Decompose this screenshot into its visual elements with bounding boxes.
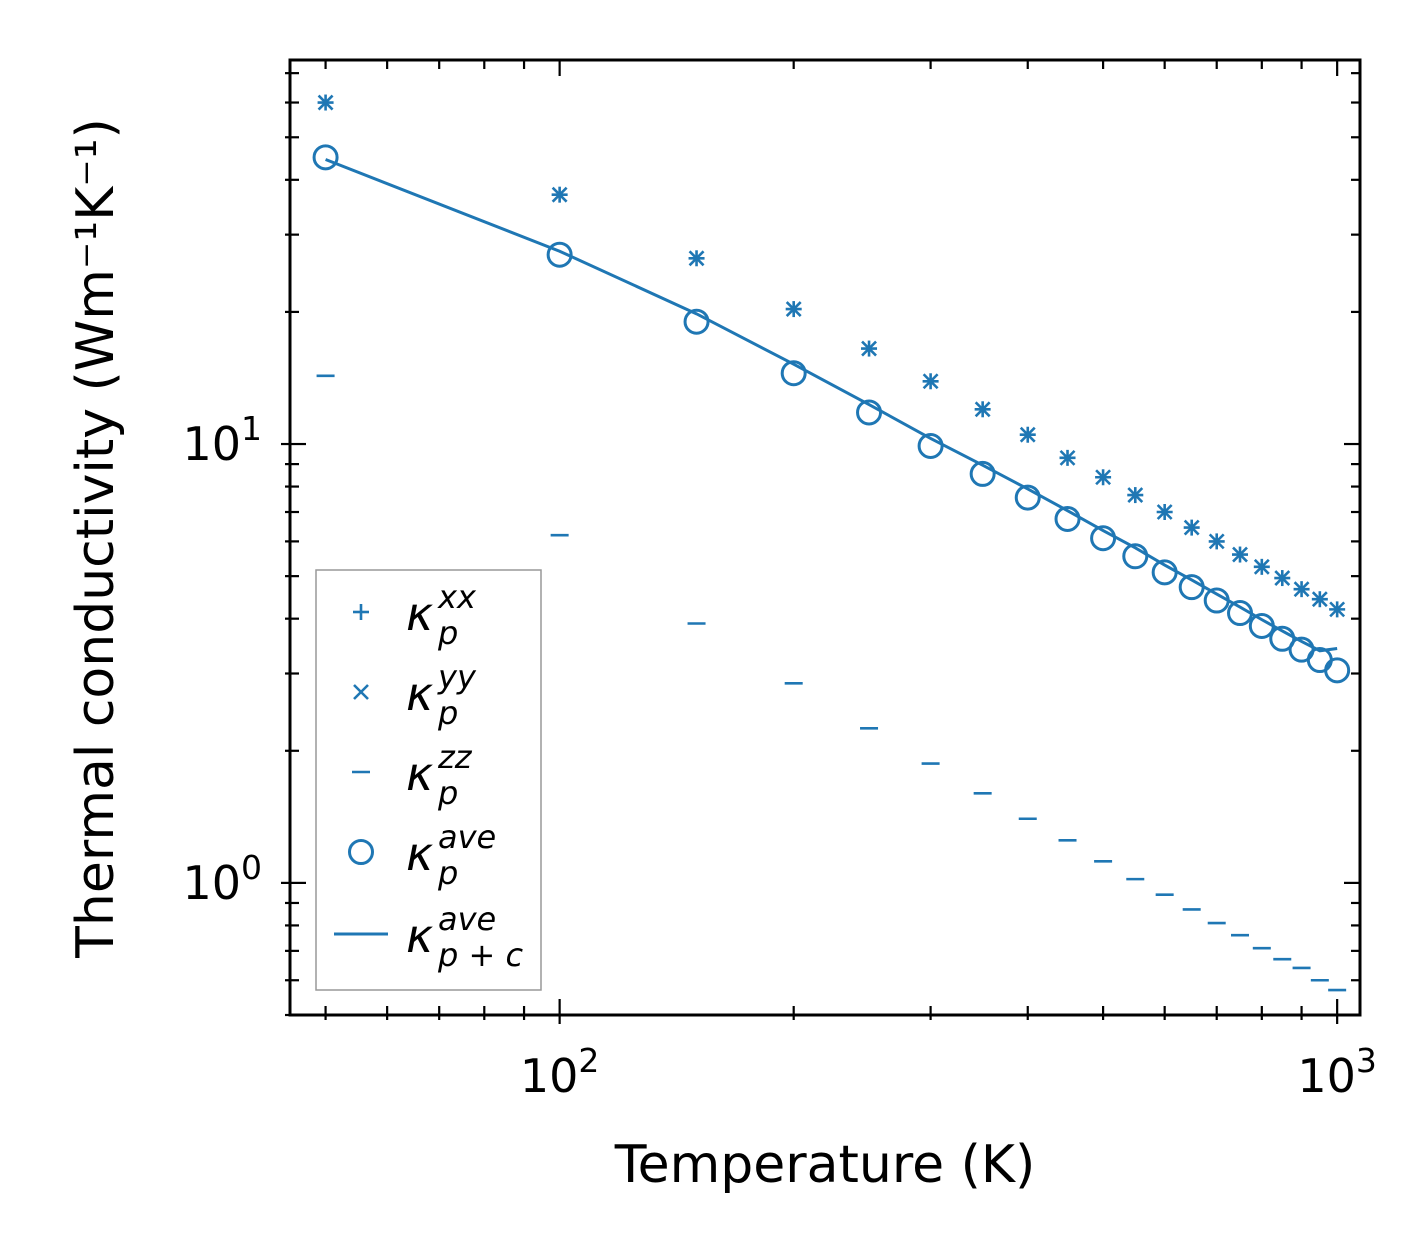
legend: κ xx pκ yy pκ zz pκ ave p κ ave p + c — [315, 569, 542, 991]
x-axis-label: Temperature (K) — [614, 1135, 1036, 1195]
data-point — [1183, 519, 1200, 536]
legend-label: κ zz p — [406, 738, 473, 812]
data-point — [546, 241, 573, 268]
x-b — [1127, 487, 1144, 504]
x-b — [317, 94, 334, 111]
legend-entry: κ ave p + c — [334, 900, 523, 974]
x-b — [1329, 601, 1346, 618]
data-point — [1014, 484, 1041, 511]
x-b — [1156, 504, 1173, 520]
data-point — [1127, 487, 1144, 504]
x-b — [974, 401, 991, 418]
x-b — [1208, 533, 1225, 550]
x-b — [922, 373, 939, 390]
legend-marker-icon — [353, 684, 369, 700]
circle — [546, 241, 573, 268]
data-point — [785, 301, 802, 318]
data-point — [1324, 657, 1351, 684]
data-point — [551, 186, 568, 203]
x-tick-label: 102 — [520, 1041, 600, 1103]
legend-label: κ ave p — [406, 818, 496, 892]
x-b — [1311, 591, 1328, 608]
series-plus — [317, 94, 1346, 618]
data-point — [922, 373, 939, 390]
data-point — [1208, 533, 1225, 550]
y-tick-label: 100 — [182, 848, 262, 910]
circle — [1054, 505, 1081, 532]
data-point — [1329, 601, 1346, 618]
x-b — [1019, 426, 1036, 443]
circle — [348, 839, 374, 865]
x-b — [1274, 570, 1291, 586]
x-tick-label: 103 — [1297, 1041, 1377, 1103]
x-b — [861, 340, 877, 357]
data-point — [1019, 426, 1036, 443]
series-hline — [316, 374, 1347, 992]
data-point — [688, 250, 705, 267]
plot-area — [312, 94, 1351, 992]
legend-entry: κ zz p — [352, 738, 473, 812]
x-b — [353, 684, 369, 700]
data-point — [312, 144, 339, 171]
legend-entry: κ yy p — [353, 658, 477, 732]
y-tick-label: 101 — [182, 409, 262, 471]
axes-frame — [288, 58, 1362, 1017]
legend-marker-icon — [348, 839, 374, 865]
data-point — [317, 94, 334, 111]
x-b — [1253, 558, 1270, 575]
x-b — [1095, 469, 1112, 486]
circle — [780, 360, 807, 387]
legend-label: κ xx p — [406, 578, 477, 652]
data-point — [969, 460, 996, 487]
data-point — [974, 401, 991, 418]
circle — [683, 308, 710, 335]
x-b — [1183, 519, 1200, 536]
legend-frame — [315, 569, 542, 991]
data-point — [1059, 449, 1076, 466]
data-point — [1095, 469, 1112, 486]
legend-entry: κ ave p — [348, 818, 496, 892]
data-point — [861, 340, 877, 357]
data-point — [683, 308, 710, 335]
legend-marker-icon — [353, 604, 369, 620]
circle — [969, 460, 996, 487]
legend-entry: κ xx p — [353, 578, 477, 652]
x-b — [785, 301, 802, 318]
series-line — [325, 158, 1338, 653]
x-b — [1293, 581, 1310, 598]
series-x — [317, 94, 1346, 618]
data-point — [1253, 558, 1270, 575]
circle — [312, 144, 339, 171]
data-point — [1274, 570, 1291, 586]
data-point — [1156, 504, 1173, 520]
data-point — [1311, 591, 1328, 608]
x-b — [688, 250, 705, 267]
legend-label: κ ave p + c — [406, 900, 523, 974]
x-b — [1232, 546, 1248, 563]
circle — [1014, 484, 1041, 511]
data-point — [1293, 581, 1310, 598]
x-tick-labels: 102 103 — [520, 1041, 1377, 1103]
circle — [1324, 657, 1351, 684]
x-b — [551, 186, 568, 203]
data-point — [1232, 546, 1248, 563]
series-line — [325, 158, 1338, 653]
legend-label: κ yy p — [406, 658, 477, 732]
x-b — [1059, 449, 1076, 466]
data-point — [1054, 505, 1081, 532]
y-tick-labels: 100 101 — [182, 409, 262, 910]
data-point — [780, 360, 807, 387]
y-axis-label: Thermal conductivity (Wm⁻¹K⁻¹) — [66, 118, 126, 959]
